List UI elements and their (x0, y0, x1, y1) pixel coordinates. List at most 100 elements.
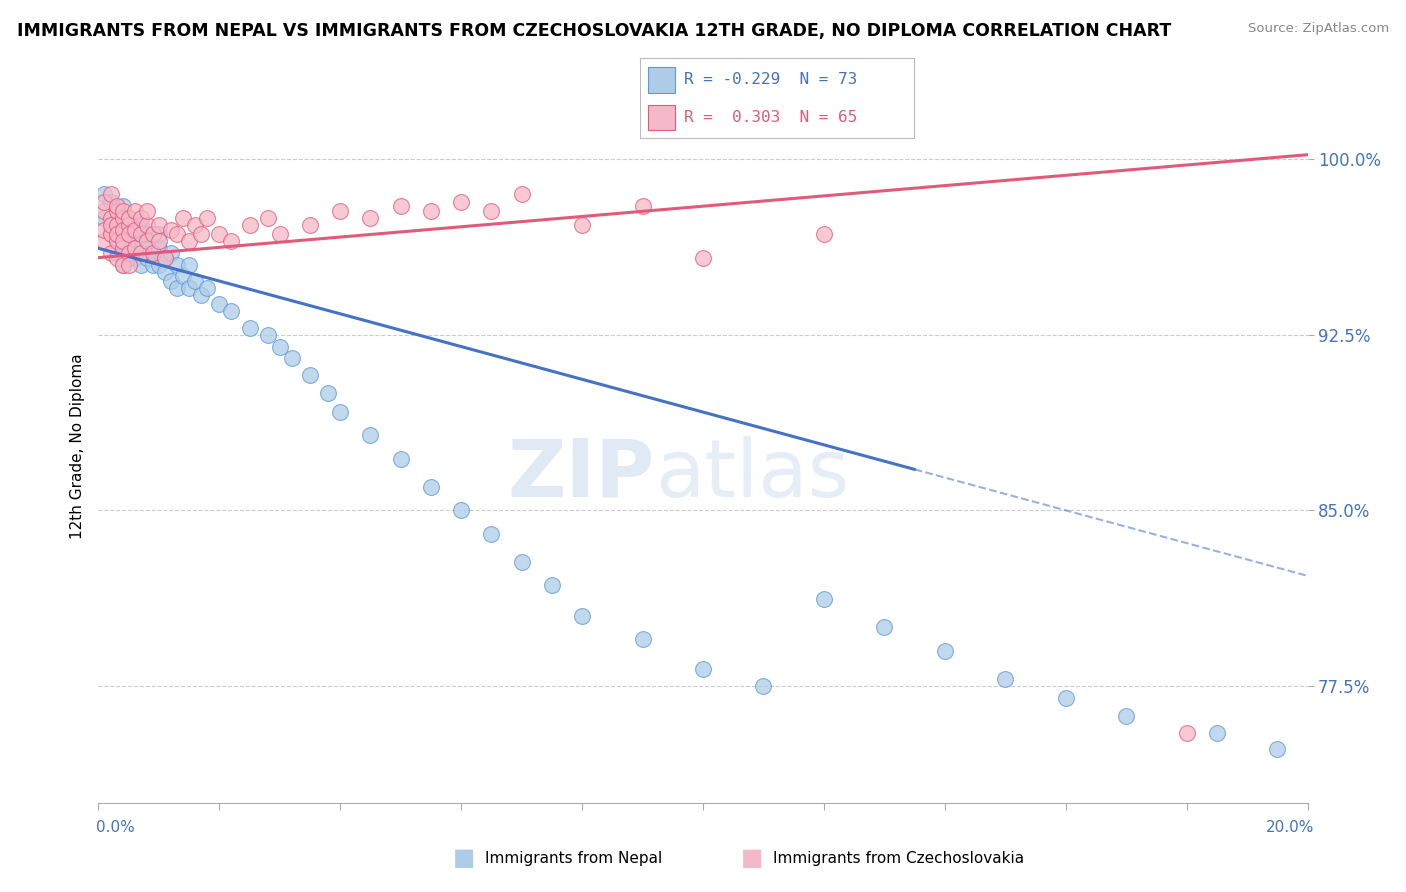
Point (111, 241, 134, 255)
Point (184, 218, 207, 232)
Point (179, 281, 201, 295)
Point (105, 234, 128, 248)
Point (450, 503, 472, 517)
Point (299, 218, 322, 232)
Point (934, 644, 956, 658)
Point (752, 679, 775, 693)
Point (329, 405, 352, 419)
Point (481, 203, 503, 218)
Point (153, 265, 176, 279)
Point (105, 203, 128, 218)
Point (269, 340, 291, 354)
Point (299, 368, 322, 382)
Point (239, 218, 262, 232)
Point (420, 203, 443, 218)
Point (93, 194, 115, 209)
Point (142, 246, 165, 260)
Point (208, 297, 231, 311)
Point (256, 211, 278, 225)
Point (184, 274, 207, 288)
Point (195, 211, 218, 225)
Point (118, 218, 141, 232)
Point (256, 327, 278, 342)
Text: Immigrants from Czechoslovakia: Immigrants from Czechoslovakia (773, 851, 1025, 865)
Point (124, 251, 146, 265)
Point (129, 211, 152, 225)
Point (389, 451, 412, 466)
Point (420, 480, 443, 494)
Text: ■: ■ (453, 847, 475, 870)
Point (129, 227, 152, 242)
Point (221, 234, 243, 248)
Point (571, 218, 593, 232)
Point (118, 246, 141, 260)
Point (111, 199, 134, 213)
Point (129, 222, 152, 236)
Point (873, 620, 896, 634)
Point (510, 555, 533, 569)
Point (111, 211, 134, 225)
Point (148, 258, 170, 272)
Point (93, 211, 115, 225)
Point (100, 194, 122, 209)
Point (389, 199, 412, 213)
Point (571, 608, 593, 623)
Point (124, 227, 146, 242)
Point (179, 234, 201, 248)
Text: atlas: atlas (655, 435, 849, 514)
Point (129, 258, 152, 272)
Point (195, 281, 218, 295)
Point (510, 187, 533, 202)
Point (540, 578, 562, 592)
Text: IMMIGRANTS FROM NEPAL VS IMMIGRANTS FROM CZECHOSLOVAKIA 12TH GRADE, NO DIPLOMA C: IMMIGRANTS FROM NEPAL VS IMMIGRANTS FROM… (17, 22, 1171, 40)
Point (316, 386, 339, 401)
Point (135, 251, 157, 265)
Point (360, 211, 382, 225)
Point (111, 258, 134, 272)
Point (813, 592, 835, 607)
Point (135, 203, 157, 218)
Point (111, 203, 134, 218)
Point (124, 222, 146, 236)
Point (105, 227, 128, 242)
Point (129, 218, 152, 232)
Point (118, 218, 141, 232)
Point (93, 234, 115, 248)
Point (160, 246, 183, 260)
Point (179, 258, 201, 272)
Point (111, 258, 134, 272)
Point (105, 234, 128, 248)
Point (142, 227, 165, 242)
Text: ZIP: ZIP (508, 435, 655, 514)
Point (142, 246, 165, 260)
Point (148, 218, 170, 232)
Point (118, 234, 141, 248)
Bar (648, 104, 675, 130)
Text: 0.0%: 0.0% (96, 821, 135, 835)
Point (100, 227, 122, 242)
Point (93, 222, 115, 236)
Point (329, 203, 352, 218)
Point (166, 281, 188, 295)
Point (100, 218, 122, 232)
Point (160, 274, 183, 288)
Point (135, 234, 157, 248)
Point (1115, 709, 1137, 723)
Point (481, 526, 503, 541)
Point (1175, 725, 1198, 739)
Point (208, 227, 231, 242)
Point (692, 662, 714, 676)
Point (105, 218, 128, 232)
Point (118, 251, 141, 265)
Point (450, 194, 472, 209)
Point (100, 187, 122, 202)
Point (166, 258, 188, 272)
Point (153, 251, 176, 265)
Point (129, 246, 152, 260)
Point (124, 203, 146, 218)
Point (93, 203, 115, 218)
Point (166, 227, 188, 242)
Text: Immigrants from Nepal: Immigrants from Nepal (485, 851, 662, 865)
Point (142, 258, 165, 272)
Y-axis label: 12th Grade, No Diploma: 12th Grade, No Diploma (69, 353, 84, 539)
